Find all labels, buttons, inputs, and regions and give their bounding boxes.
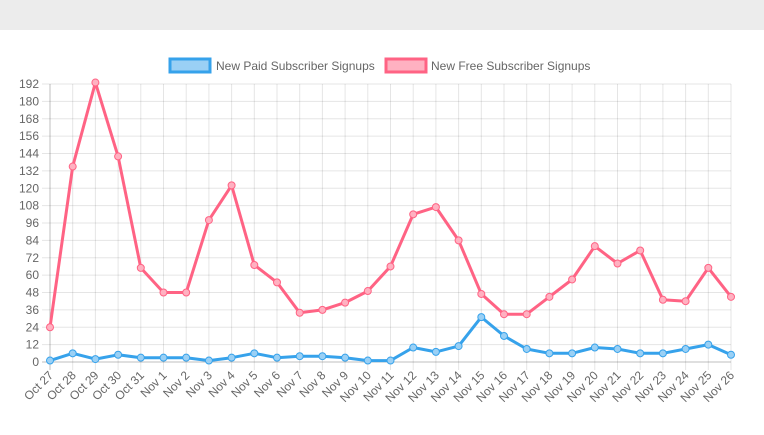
data-point[interactable] <box>409 343 418 352</box>
data-point[interactable] <box>91 78 100 87</box>
legend: New Paid Subscriber Signups New Free Subs… <box>168 57 590 74</box>
data-point[interactable] <box>613 259 622 268</box>
data-point[interactable] <box>68 162 77 171</box>
data-point[interactable] <box>386 356 395 365</box>
data-point[interactable] <box>204 356 213 365</box>
top-bar <box>0 0 764 30</box>
series-2 <box>46 78 735 332</box>
data-point[interactable] <box>91 355 100 364</box>
legend-label: New Paid Subscriber Signups <box>216 59 375 73</box>
data-point[interactable] <box>431 203 440 212</box>
data-point[interactable] <box>114 350 123 359</box>
data-point[interactable] <box>545 292 554 301</box>
y-tick-label: 12 <box>26 338 40 352</box>
data-point[interactable] <box>136 353 145 362</box>
data-point[interactable] <box>318 305 327 314</box>
y-tick-label: 168 <box>19 112 39 126</box>
y-tick-label: 0 <box>32 355 39 369</box>
data-point[interactable] <box>431 347 440 356</box>
data-point[interactable] <box>159 288 168 297</box>
y-tick-label: 180 <box>19 94 39 108</box>
data-point[interactable] <box>68 349 77 358</box>
data-point[interactable] <box>409 210 418 219</box>
series-layer <box>46 78 735 365</box>
legend-swatch <box>384 57 428 74</box>
data-point[interactable] <box>114 152 123 161</box>
data-point[interactable] <box>500 331 508 340</box>
data-point[interactable] <box>341 353 350 362</box>
data-point[interactable] <box>636 349 645 358</box>
data-point[interactable] <box>250 349 259 358</box>
data-point[interactable] <box>182 353 191 362</box>
data-point[interactable] <box>227 353 236 362</box>
y-tick-label: 156 <box>19 129 39 143</box>
y-tick-label: 120 <box>19 181 39 195</box>
data-point[interactable] <box>590 343 599 352</box>
data-point[interactable] <box>727 350 735 359</box>
y-tick-label: 144 <box>19 147 39 161</box>
data-point[interactable] <box>613 344 622 353</box>
data-point[interactable] <box>704 263 713 272</box>
data-point[interactable] <box>590 242 599 251</box>
data-point[interactable] <box>477 289 486 298</box>
data-point[interactable] <box>568 275 577 284</box>
data-point[interactable] <box>159 353 168 362</box>
legend-item[interactable]: New Paid Subscriber Signups <box>168 57 375 74</box>
data-point[interactable] <box>46 323 54 332</box>
data-point[interactable] <box>454 342 463 351</box>
legend-item[interactable]: New Free Subscriber Signups <box>384 57 590 74</box>
data-point[interactable] <box>182 288 191 297</box>
y-tick-label: 60 <box>26 268 40 282</box>
data-point[interactable] <box>658 349 667 358</box>
y-tick-label: 96 <box>26 216 40 230</box>
line-chart: New Paid Subscriber Signups New Free Subs… <box>19 57 737 405</box>
data-point[interactable] <box>568 349 577 358</box>
y-tick-label: 192 <box>19 77 39 91</box>
data-point[interactable] <box>522 310 531 319</box>
data-point[interactable] <box>500 310 508 319</box>
data-point[interactable] <box>273 353 281 362</box>
data-point[interactable] <box>227 181 236 190</box>
legend-swatch <box>168 57 212 74</box>
grid <box>42 83 732 370</box>
data-point[interactable] <box>363 356 372 365</box>
y-tick-label: 36 <box>26 303 40 317</box>
data-point[interactable] <box>386 262 395 271</box>
data-point[interactable] <box>454 236 463 245</box>
data-point[interactable] <box>363 287 372 296</box>
legend-label: New Free Subscriber Signups <box>431 59 590 73</box>
data-point[interactable] <box>295 352 304 361</box>
data-point[interactable] <box>295 308 304 317</box>
y-tick-label: 72 <box>26 251 40 265</box>
data-point[interactable] <box>46 356 54 365</box>
data-point[interactable] <box>704 340 713 349</box>
data-point[interactable] <box>681 344 690 353</box>
y-tick-label: 24 <box>26 320 40 334</box>
data-point[interactable] <box>341 298 350 307</box>
data-point[interactable] <box>658 295 667 304</box>
data-point[interactable] <box>250 260 259 269</box>
data-point[interactable] <box>727 292 735 301</box>
y-tick-label: 48 <box>26 286 40 300</box>
data-point[interactable] <box>318 352 327 361</box>
y-tick-label: 84 <box>26 233 40 247</box>
y-axis: 0 12 24 36 48 60 72 84 96 108 120 132 144 156 168 180 19… <box>19 77 39 369</box>
data-point[interactable] <box>636 246 645 255</box>
data-point[interactable] <box>545 349 554 358</box>
data-point[interactable] <box>204 216 213 225</box>
y-tick-label: 132 <box>19 164 39 178</box>
series-1 <box>46 313 735 365</box>
data-point[interactable] <box>477 313 486 322</box>
data-point[interactable] <box>522 344 531 353</box>
y-tick-label: 108 <box>19 199 39 213</box>
data-point[interactable] <box>273 278 281 287</box>
chart-container: New Paid Subscriber Signups New Free Subs… <box>0 30 764 435</box>
data-point[interactable] <box>681 297 690 306</box>
data-point[interactable] <box>136 263 145 272</box>
